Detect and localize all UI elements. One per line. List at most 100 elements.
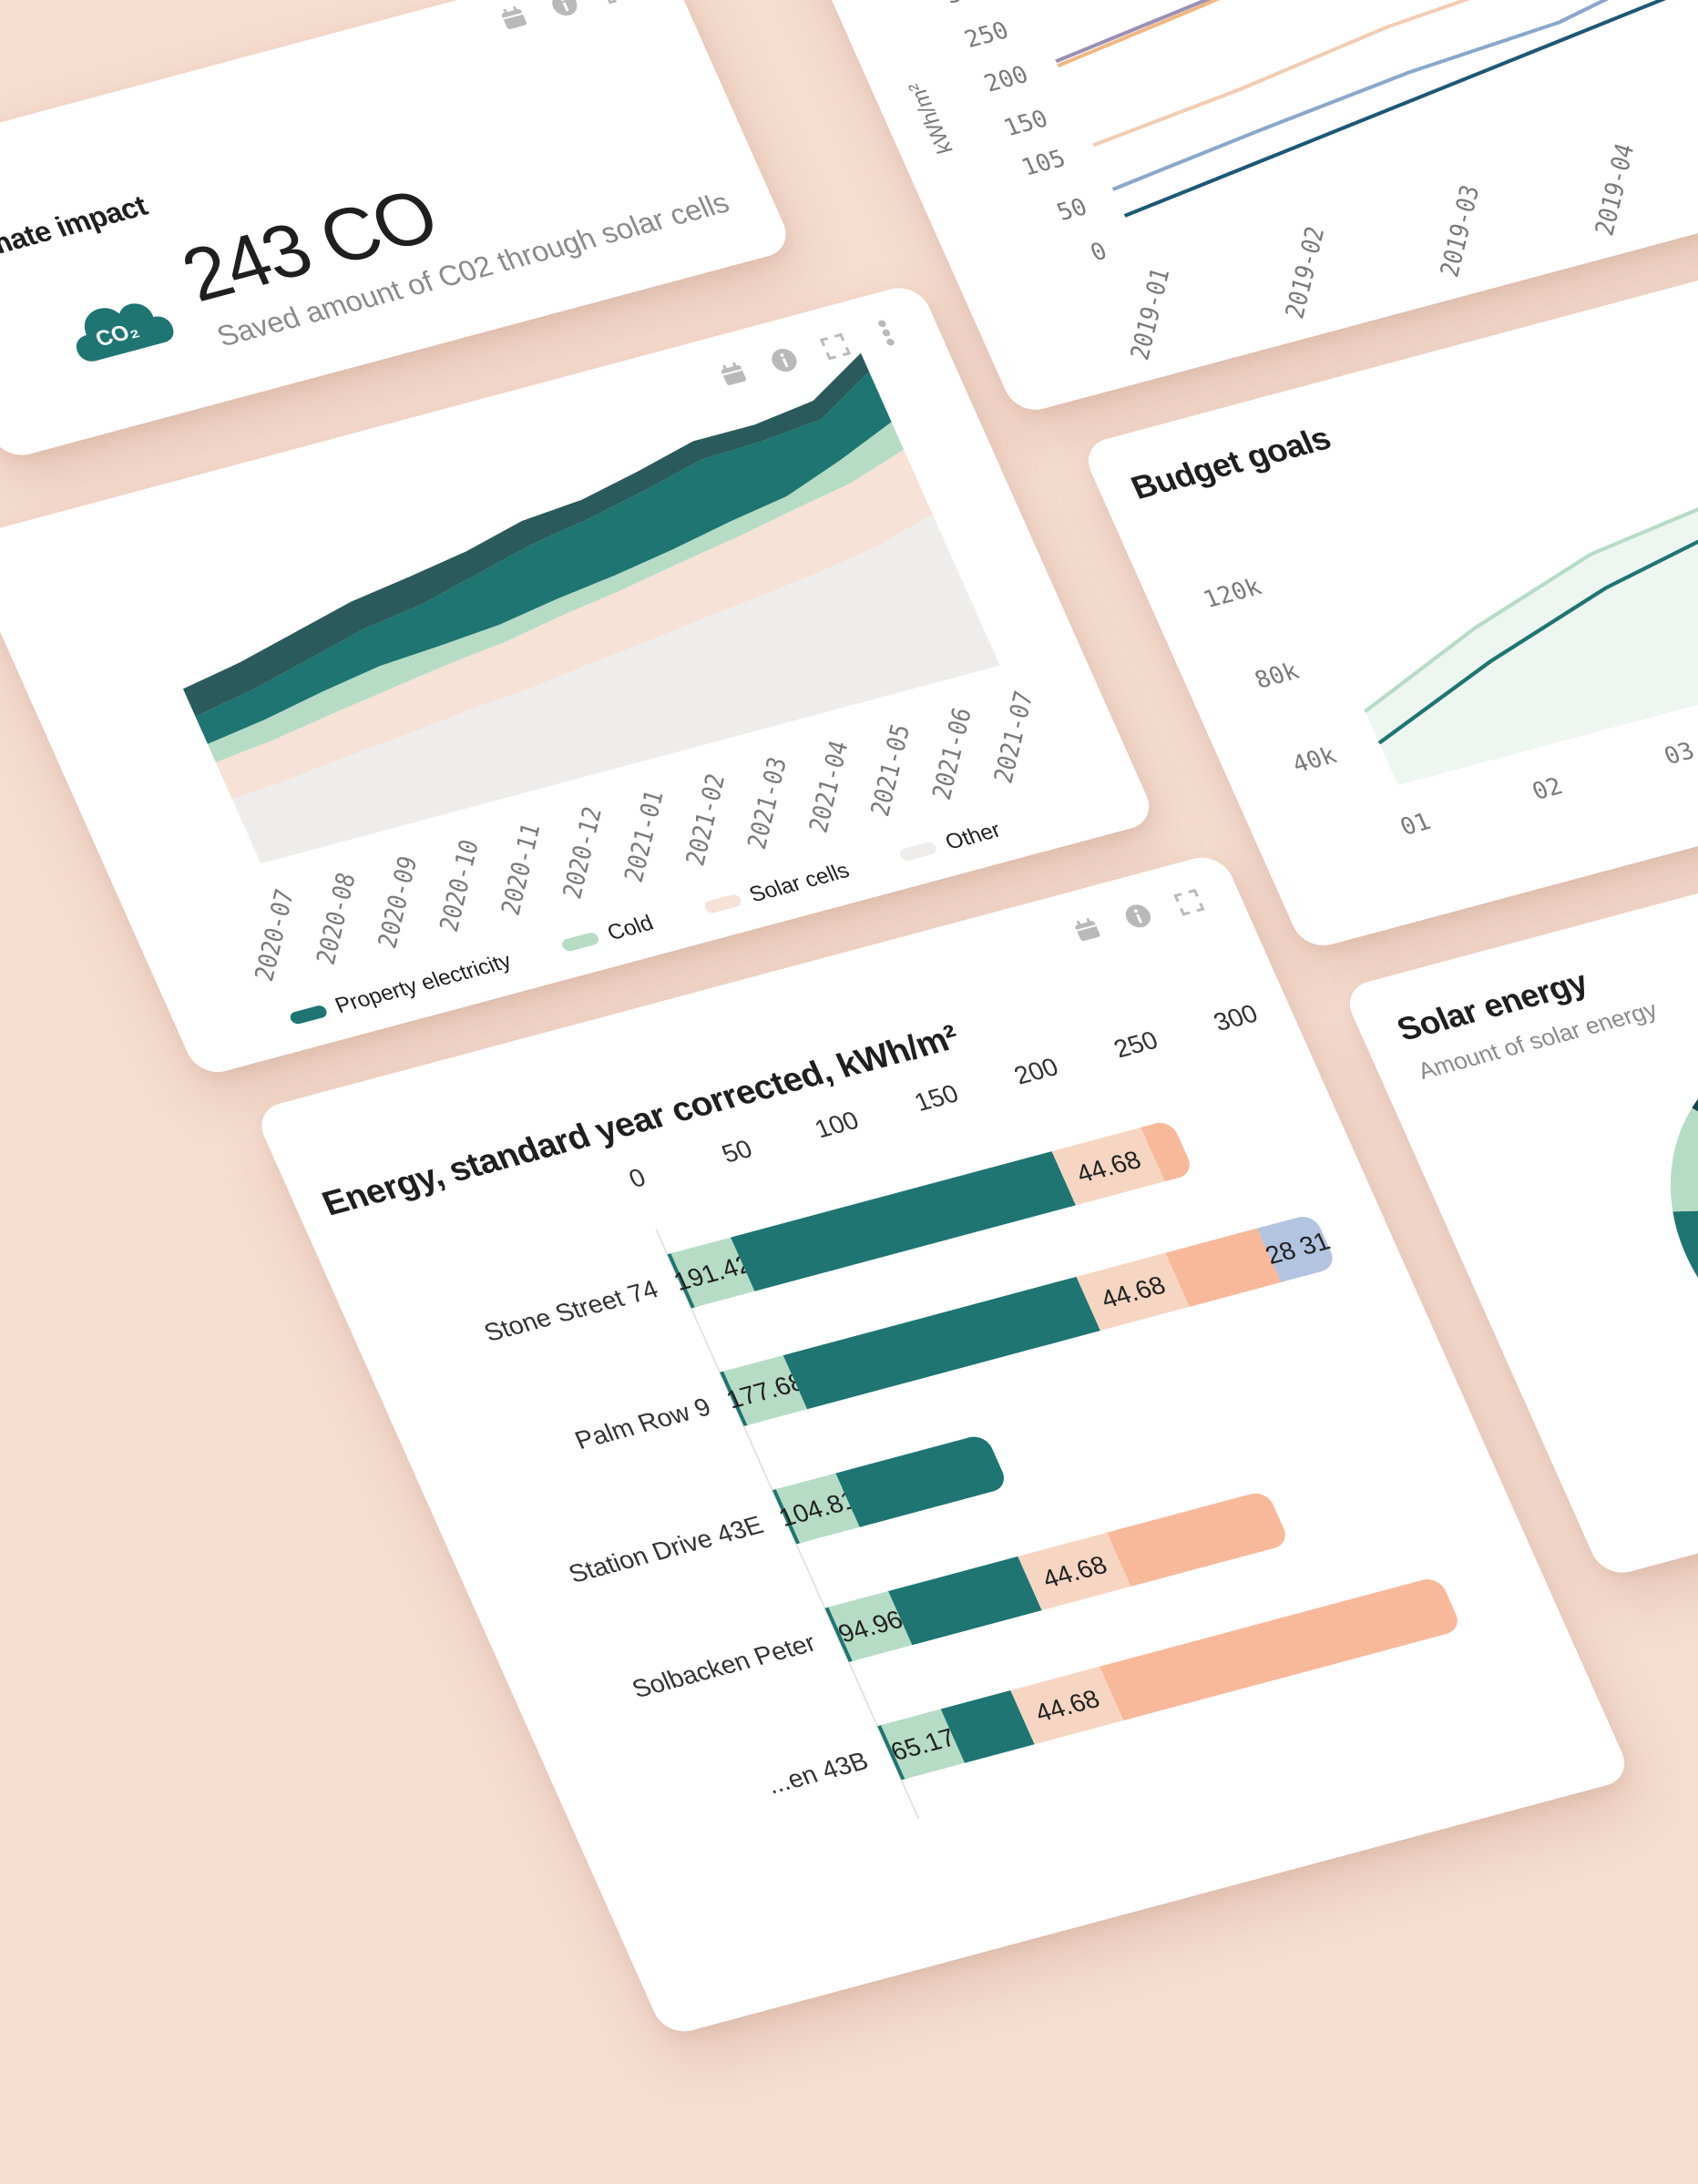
info-icon[interactable] bbox=[546, 0, 583, 20]
series-line bbox=[1111, 0, 1698, 191]
expand-icon[interactable] bbox=[816, 331, 854, 363]
bar-category-label: Station Drive 43E bbox=[564, 1510, 767, 1588]
expand-icon[interactable] bbox=[597, 0, 634, 6]
bar-segment-edge bbox=[1107, 1527, 1149, 1587]
y-axis-label: kWh/m² bbox=[904, 80, 958, 156]
energy-area-chart: 2020-07 2020-08 2020-09 2020-10 2020-11 2020-… bbox=[182, 352, 1039, 985]
more-vertical-icon[interactable] bbox=[867, 317, 905, 350]
series-line bbox=[1092, 0, 1698, 148]
x-tick-label: 150 bbox=[910, 1078, 963, 1116]
donut-slice bbox=[1670, 1107, 1698, 1212]
bar-category-label: Stone Street 74 bbox=[479, 1274, 662, 1347]
x-tick-label: 0 bbox=[624, 1162, 650, 1192]
y-tick-label: 300 bbox=[941, 0, 994, 9]
energy-bar-chart-card: Energy, standard year corrected, kWh/m² … bbox=[252, 851, 1633, 2038]
budget-line bbox=[1377, 526, 1698, 745]
x-tick-label: 50 bbox=[717, 1134, 756, 1168]
x-tick-label: 250 bbox=[1110, 1026, 1162, 1063]
area-series bbox=[182, 352, 869, 717]
y-tick-label: 250 bbox=[960, 17, 1013, 54]
x-tick-label: 01 bbox=[1396, 809, 1436, 842]
bar-category-label: Solbacken Peter bbox=[628, 1628, 820, 1703]
bar-segment bbox=[888, 1556, 1042, 1646]
y-tick-label: 50 bbox=[1053, 194, 1092, 227]
bar-segment-edge bbox=[835, 1468, 878, 1527]
x-tick-label: 2019-01 bbox=[1126, 265, 1175, 364]
y-tick-label: 105 bbox=[1018, 146, 1070, 182]
x-tick-label: 300 bbox=[1209, 998, 1262, 1036]
legend-swatch bbox=[560, 931, 601, 953]
area-series bbox=[215, 449, 933, 800]
bar-category-label: ...en 43B bbox=[762, 1746, 872, 1799]
bar-segment bbox=[775, 1473, 860, 1544]
bar-segment bbox=[828, 1591, 913, 1661]
x-tick-label: 2020-11 bbox=[496, 820, 546, 919]
calendar-icon[interactable] bbox=[495, 2, 532, 35]
energy-line-chart: 050105150200250300350400kWh/m²2019-01201… bbox=[904, 0, 1698, 364]
bar-segment bbox=[1010, 1666, 1124, 1745]
bar-segment bbox=[731, 1151, 1076, 1291]
area-series bbox=[231, 514, 1000, 864]
legend-swatch bbox=[898, 841, 939, 862]
bar-segment-edge bbox=[1141, 1122, 1183, 1182]
area-series bbox=[207, 422, 905, 763]
bar-segment bbox=[783, 1276, 1100, 1410]
y-tick-label: 120k bbox=[1200, 574, 1266, 614]
budget-area bbox=[1365, 502, 1698, 786]
legend-swatch bbox=[288, 1004, 329, 1026]
calendar-icon[interactable] bbox=[714, 358, 752, 391]
solar-donut-chart bbox=[1670, 1033, 1698, 1383]
series-line bbox=[1055, 0, 1698, 64]
x-tick-label: 2021-01 bbox=[620, 787, 670, 886]
x-tick-label: 2020-10 bbox=[435, 836, 485, 935]
bar-segment bbox=[1051, 1127, 1165, 1206]
y-tick-label: 0 bbox=[1087, 238, 1111, 267]
x-tick-label: 2019-02 bbox=[1281, 223, 1330, 322]
bar-segment bbox=[881, 1709, 966, 1780]
x-tick-label: 100 bbox=[810, 1106, 863, 1143]
climate-impact-card: Climate impact CO₂ 243 CO Saved amount o… bbox=[0, 0, 795, 462]
x-tick-label: 2021-04 bbox=[804, 738, 854, 837]
x-tick-label: 03 bbox=[1660, 738, 1698, 771]
climate-title: Climate impact bbox=[0, 189, 152, 272]
area-toolbar bbox=[714, 317, 905, 391]
solar-energy-card: Solar energy Amount of solar energy bbox=[1341, 776, 1698, 1579]
bar-category-label: Palm Row 9 bbox=[570, 1392, 715, 1454]
series-line bbox=[1057, 0, 1698, 68]
y-tick-label: 200 bbox=[980, 62, 1033, 98]
calendar-icon[interactable] bbox=[1069, 913, 1106, 946]
x-tick-label: 2021-03 bbox=[743, 754, 793, 853]
x-tick-label: 2020-12 bbox=[558, 803, 608, 903]
x-tick-label: 2020-07 bbox=[251, 886, 300, 985]
energy-area-chart-card: 2020-07 2020-08 2020-09 2020-10 2020-11 2020-… bbox=[0, 281, 1159, 1078]
y-tick-label: 40k bbox=[1288, 742, 1341, 779]
bar-segment bbox=[940, 1690, 1035, 1763]
x-tick-label: 200 bbox=[1009, 1052, 1062, 1089]
x-tick-label: 2019-04 bbox=[1591, 140, 1640, 240]
y-tick-label: 150 bbox=[1000, 106, 1053, 142]
bar-segment bbox=[1165, 1228, 1282, 1307]
bar-segment-edge bbox=[1257, 1223, 1299, 1282]
bar-toolbar bbox=[1069, 886, 1208, 946]
info-icon[interactable] bbox=[765, 344, 803, 377]
bar-segment bbox=[841, 1436, 1005, 1524]
donut-slice bbox=[1672, 1209, 1698, 1368]
legend-swatch bbox=[702, 893, 743, 915]
x-tick-label: 2021-06 bbox=[928, 704, 977, 803]
x-tick-label: 02 bbox=[1529, 773, 1568, 806]
y-tick-label: 80k bbox=[1251, 658, 1304, 694]
budget-goals-card: Budget goals 40k80k120k01020304 bbox=[1079, 233, 1698, 952]
bar-segment-edge bbox=[1100, 1661, 1141, 1721]
info-icon[interactable] bbox=[1120, 900, 1157, 933]
expand-icon[interactable] bbox=[1171, 886, 1208, 919]
x-tick-label: 2020-09 bbox=[373, 852, 423, 952]
budget-chart: 40k80k120k01020304 bbox=[1200, 500, 1698, 842]
area-series bbox=[195, 371, 892, 744]
bar-segment bbox=[1112, 1493, 1285, 1583]
co2-cloud-icon: CO₂ bbox=[50, 274, 186, 370]
climate-toolbar bbox=[495, 0, 634, 34]
x-tick-label: 2021-02 bbox=[681, 771, 731, 870]
budget-line bbox=[1364, 500, 1698, 713]
bar-segment bbox=[670, 1237, 755, 1308]
series-line bbox=[1123, 0, 1698, 218]
